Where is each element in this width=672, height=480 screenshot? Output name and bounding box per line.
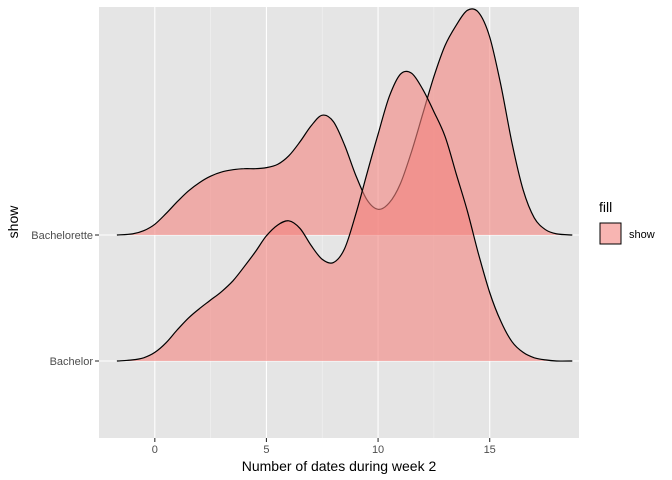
x-tick-label: 15 — [484, 444, 496, 456]
legend-title: fill — [599, 199, 612, 215]
legend-label-show: show — [629, 229, 655, 241]
ridge-line-bachelor — [116, 70, 573, 362]
ridge-area-bachelorette — [116, 8, 573, 235]
legend: fill show — [599, 199, 655, 245]
y-axis-title: show — [5, 205, 21, 239]
axes: 0 5 10 15 Bachelor Bachelorette — [31, 230, 496, 456]
ridge-area-bachelor — [116, 71, 573, 362]
ridge-line-bachelorette — [116, 8, 573, 236]
x-axis-title: Number of dates during week 2 — [242, 458, 437, 474]
x-tick-label: 10 — [372, 444, 384, 456]
legend-key — [599, 222, 622, 245]
y-tick-label: Bachelor — [50, 356, 94, 368]
density-ridges — [116, 8, 573, 362]
x-tick-label: 5 — [263, 444, 269, 456]
x-tick-label: 0 — [152, 444, 158, 456]
y-tick-label: Bachelorette — [31, 230, 93, 242]
